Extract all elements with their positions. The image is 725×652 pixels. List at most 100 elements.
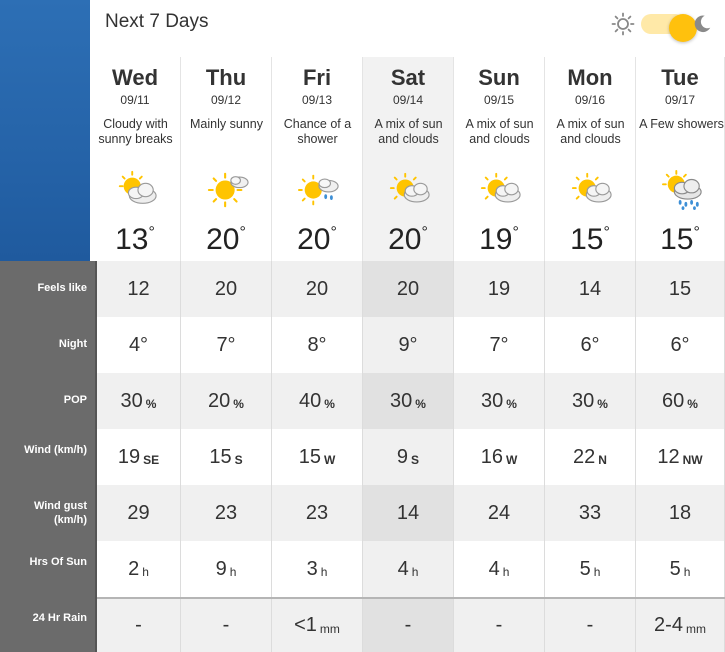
- cell-tue: 2-4 mm: [636, 599, 725, 652]
- night-row: 4° 7° 8° 9° 7° 6° 6°: [97, 317, 725, 373]
- day-date: 09/14: [392, 93, 424, 107]
- cell-sun: 19: [454, 261, 545, 317]
- day-forecast-headers: Wed 09/11 Cloudy with sunny breaks 13° Thu 0…: [90, 57, 725, 261]
- sun-cloud-icon: [389, 172, 430, 203]
- cell-sun: 24: [454, 485, 545, 541]
- day-temperature: 15°: [570, 223, 610, 256]
- cell-wed: 30%: [97, 373, 181, 429]
- wind-gust-row: 29 23 23 14 24 33 18: [97, 485, 725, 541]
- cell-thu: 7°: [181, 317, 272, 373]
- day-name: Sun: [478, 65, 520, 90]
- cell-mon: 14: [545, 261, 636, 317]
- day-name: Thu: [205, 65, 247, 90]
- day-condition: A mix of sun and clouds: [465, 117, 534, 146]
- cell-wed: 29: [97, 485, 181, 541]
- day-temperature: 20°: [388, 223, 428, 256]
- toggle-track[interactable]: [641, 14, 697, 42]
- sun-shower-icon: [298, 174, 339, 206]
- cell-fri: 20: [272, 261, 363, 317]
- moon-icon: [694, 15, 711, 33]
- day-condition: Mainly sunny: [190, 117, 263, 131]
- partly-cloudy-icon: [118, 170, 157, 204]
- day-column-wed: Wed 09/11 Cloudy with sunny breaks 13°: [90, 57, 181, 261]
- day-date: 09/15: [483, 93, 515, 107]
- label-feels-like: Feels like: [37, 282, 87, 294]
- day-name: Mon: [567, 65, 613, 90]
- day-temperature: 15°: [660, 223, 700, 256]
- day-date: 09/12: [210, 93, 242, 107]
- cell-wed: 12: [97, 261, 181, 317]
- cell-mon: -: [545, 599, 636, 652]
- mostly-sunny-icon: [207, 172, 249, 208]
- day-column-sat: Sat 09/14 A mix of sun and clouds 20°: [363, 57, 454, 261]
- label-wind-gust: Wind gust (km/h): [33, 500, 87, 526]
- day-date: 09/13: [301, 93, 333, 107]
- day-name: Fri: [302, 65, 332, 90]
- cell-sun: 30%: [454, 373, 545, 429]
- cell-fri: <1 mm: [272, 599, 363, 652]
- toggle-knob[interactable]: [669, 14, 697, 42]
- cell-mon: 30%: [545, 373, 636, 429]
- day-column-thu: Thu 09/12 Mainly sunny 20°: [181, 57, 272, 261]
- day-condition: A Few showers: [639, 117, 724, 131]
- day-temperature: 20°: [206, 223, 246, 256]
- day-column-sun: Sun 09/15 A mix of sun and clouds 19°: [454, 57, 545, 261]
- cell-wed: 4°: [97, 317, 181, 373]
- day-date: 09/16: [574, 93, 606, 107]
- cell-wed: -: [97, 599, 181, 652]
- day-condition: Chance of a shower: [283, 117, 352, 146]
- cell-fri: 23: [272, 485, 363, 541]
- cell-thu: 20: [181, 261, 272, 317]
- day-date: 09/17: [664, 93, 696, 107]
- cell-mon: 33: [545, 485, 636, 541]
- cell-sun: -: [454, 599, 545, 652]
- cell-sat: 9°: [363, 317, 454, 373]
- cell-thu: 23: [181, 485, 272, 541]
- cell-fri: 8°: [272, 317, 363, 373]
- sun-cloud-icon: [571, 172, 612, 203]
- cell-sat: 14: [363, 485, 454, 541]
- day-condition: A mix of sun and clouds: [556, 117, 625, 146]
- pop-row: 30% 20% 40% 30% 30% 30% 60%: [97, 373, 725, 429]
- label-hrs-of-sun: Hrs Of Sun: [29, 556, 87, 568]
- cell-thu: -: [181, 599, 272, 652]
- day-name: Wed: [111, 65, 159, 90]
- cell-thu: 15 S: [181, 429, 272, 485]
- page-title: Next 7 Days: [105, 11, 209, 32]
- cell-tue: 60%: [636, 373, 725, 429]
- header: Next 7 Days: [90, 0, 725, 57]
- cell-sun: 16 W: [454, 429, 545, 485]
- cell-tue: 6°: [636, 317, 725, 373]
- cell-wed: 19 SE: [97, 429, 181, 485]
- row-labels: Feels like Night POP Wind (km/h) Wind gu…: [0, 261, 97, 652]
- day-temperature: 20°: [297, 223, 337, 256]
- cell-fri: 40%: [272, 373, 363, 429]
- day-column-mon: Mon 09/16 A mix of sun and clouds 15°: [545, 57, 636, 261]
- day-column-fri: Fri 09/13 Chance of a shower 20°: [272, 57, 363, 261]
- showers-icon: [661, 169, 702, 211]
- wind-row: 19 SE 15 S 15 W 9 S 16 W 22 N 12 NW: [97, 429, 725, 485]
- cell-mon: 22 N: [545, 429, 636, 485]
- day-column-tue: Tue 09/17 A Few showers 15°: [636, 57, 725, 261]
- cell-sat: 30%: [363, 373, 454, 429]
- cell-sat: -: [363, 599, 454, 652]
- label-24hr-rain: 24 Hr Rain: [32, 612, 87, 624]
- cell-thu: 20%: [181, 373, 272, 429]
- day-name: Tue: [661, 65, 699, 90]
- feels-like-row: 12 20 20 20 19 14 15: [97, 261, 725, 317]
- cell-tue: 12 NW: [636, 429, 725, 485]
- day-condition: A mix of sun and clouds: [374, 117, 443, 146]
- theme-toggle[interactable]: [611, 10, 713, 42]
- label-night: Night: [58, 338, 87, 350]
- cell-fri: 15 W: [272, 429, 363, 485]
- day-date: 09/11: [120, 93, 150, 107]
- cell-tue: 18: [636, 485, 725, 541]
- sun-icon: [611, 12, 635, 36]
- cell-sun: 7°: [454, 317, 545, 373]
